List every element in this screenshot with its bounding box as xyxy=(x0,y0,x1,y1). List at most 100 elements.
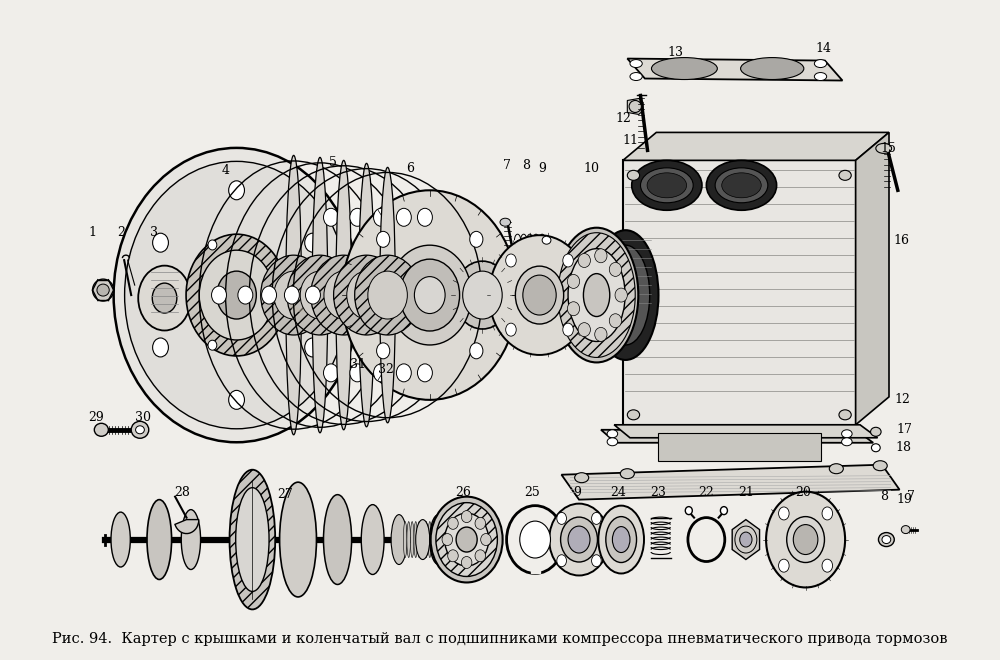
Ellipse shape xyxy=(410,521,414,558)
Ellipse shape xyxy=(199,250,274,340)
Ellipse shape xyxy=(592,512,601,525)
Ellipse shape xyxy=(523,275,556,315)
Ellipse shape xyxy=(334,255,399,335)
Text: 12: 12 xyxy=(894,393,910,407)
Text: 20: 20 xyxy=(795,486,811,499)
Ellipse shape xyxy=(417,209,432,226)
Ellipse shape xyxy=(417,521,421,558)
Ellipse shape xyxy=(181,510,201,570)
Ellipse shape xyxy=(416,519,430,560)
Text: 30: 30 xyxy=(135,411,151,424)
Polygon shape xyxy=(614,425,878,438)
Ellipse shape xyxy=(374,364,388,382)
Ellipse shape xyxy=(377,343,390,359)
Ellipse shape xyxy=(388,245,471,345)
Ellipse shape xyxy=(377,232,390,248)
Text: 21: 21 xyxy=(738,486,754,499)
Ellipse shape xyxy=(555,228,638,362)
Ellipse shape xyxy=(125,161,349,429)
Ellipse shape xyxy=(575,473,589,482)
Ellipse shape xyxy=(793,525,818,554)
Text: 27: 27 xyxy=(277,488,293,501)
Ellipse shape xyxy=(787,517,824,562)
Ellipse shape xyxy=(561,517,597,562)
Circle shape xyxy=(578,323,590,337)
Ellipse shape xyxy=(829,464,843,474)
Text: 32: 32 xyxy=(378,364,394,376)
Polygon shape xyxy=(627,98,643,114)
Ellipse shape xyxy=(720,507,727,515)
Ellipse shape xyxy=(489,235,590,355)
Ellipse shape xyxy=(436,503,497,576)
Ellipse shape xyxy=(871,444,880,451)
Ellipse shape xyxy=(400,259,460,331)
Ellipse shape xyxy=(380,168,396,423)
Text: 29: 29 xyxy=(88,411,104,424)
Ellipse shape xyxy=(630,59,642,67)
Text: 7: 7 xyxy=(503,159,511,172)
Text: 16: 16 xyxy=(893,234,909,247)
Text: 14: 14 xyxy=(815,42,831,55)
Circle shape xyxy=(615,288,627,302)
Ellipse shape xyxy=(300,271,340,319)
Ellipse shape xyxy=(606,517,637,562)
Ellipse shape xyxy=(93,279,114,301)
Text: 22: 22 xyxy=(698,486,714,499)
Ellipse shape xyxy=(766,492,845,587)
Ellipse shape xyxy=(470,343,483,359)
Ellipse shape xyxy=(342,190,518,400)
Ellipse shape xyxy=(111,512,130,567)
Ellipse shape xyxy=(323,209,338,226)
Ellipse shape xyxy=(779,507,789,520)
Text: 6: 6 xyxy=(406,162,414,175)
Ellipse shape xyxy=(305,233,321,252)
Ellipse shape xyxy=(355,255,421,335)
Text: 11: 11 xyxy=(622,134,638,147)
Ellipse shape xyxy=(640,168,693,203)
Text: 23: 23 xyxy=(650,486,666,499)
Ellipse shape xyxy=(842,430,852,438)
Ellipse shape xyxy=(876,143,892,153)
Circle shape xyxy=(609,263,622,277)
Wedge shape xyxy=(175,519,199,533)
Ellipse shape xyxy=(391,515,407,564)
Ellipse shape xyxy=(901,525,910,533)
Ellipse shape xyxy=(741,57,804,79)
Bar xyxy=(658,433,821,461)
Polygon shape xyxy=(601,430,873,443)
Ellipse shape xyxy=(470,232,483,248)
Ellipse shape xyxy=(284,286,299,304)
Text: 9: 9 xyxy=(573,486,581,499)
Ellipse shape xyxy=(94,423,108,436)
Ellipse shape xyxy=(630,73,642,81)
Ellipse shape xyxy=(217,271,256,319)
Ellipse shape xyxy=(323,364,338,382)
Text: 3: 3 xyxy=(150,226,158,239)
Ellipse shape xyxy=(361,505,384,574)
Circle shape xyxy=(567,275,580,288)
Ellipse shape xyxy=(212,286,226,304)
Ellipse shape xyxy=(359,164,374,427)
Ellipse shape xyxy=(324,271,363,319)
Ellipse shape xyxy=(347,271,386,319)
Text: 7: 7 xyxy=(907,490,915,503)
Ellipse shape xyxy=(706,160,777,211)
Ellipse shape xyxy=(445,513,489,566)
Ellipse shape xyxy=(632,160,702,211)
Ellipse shape xyxy=(186,234,287,356)
Ellipse shape xyxy=(428,521,432,558)
Text: 4: 4 xyxy=(222,164,230,177)
Ellipse shape xyxy=(506,323,516,336)
Ellipse shape xyxy=(131,421,149,438)
Text: 2: 2 xyxy=(117,226,125,239)
Ellipse shape xyxy=(563,254,573,267)
Ellipse shape xyxy=(651,57,717,79)
Ellipse shape xyxy=(323,494,352,585)
Text: 5: 5 xyxy=(329,156,337,169)
Ellipse shape xyxy=(568,526,590,553)
Ellipse shape xyxy=(421,521,424,558)
Text: 12: 12 xyxy=(615,112,631,125)
Ellipse shape xyxy=(280,290,289,300)
Polygon shape xyxy=(561,465,900,500)
Text: 10: 10 xyxy=(583,162,599,175)
